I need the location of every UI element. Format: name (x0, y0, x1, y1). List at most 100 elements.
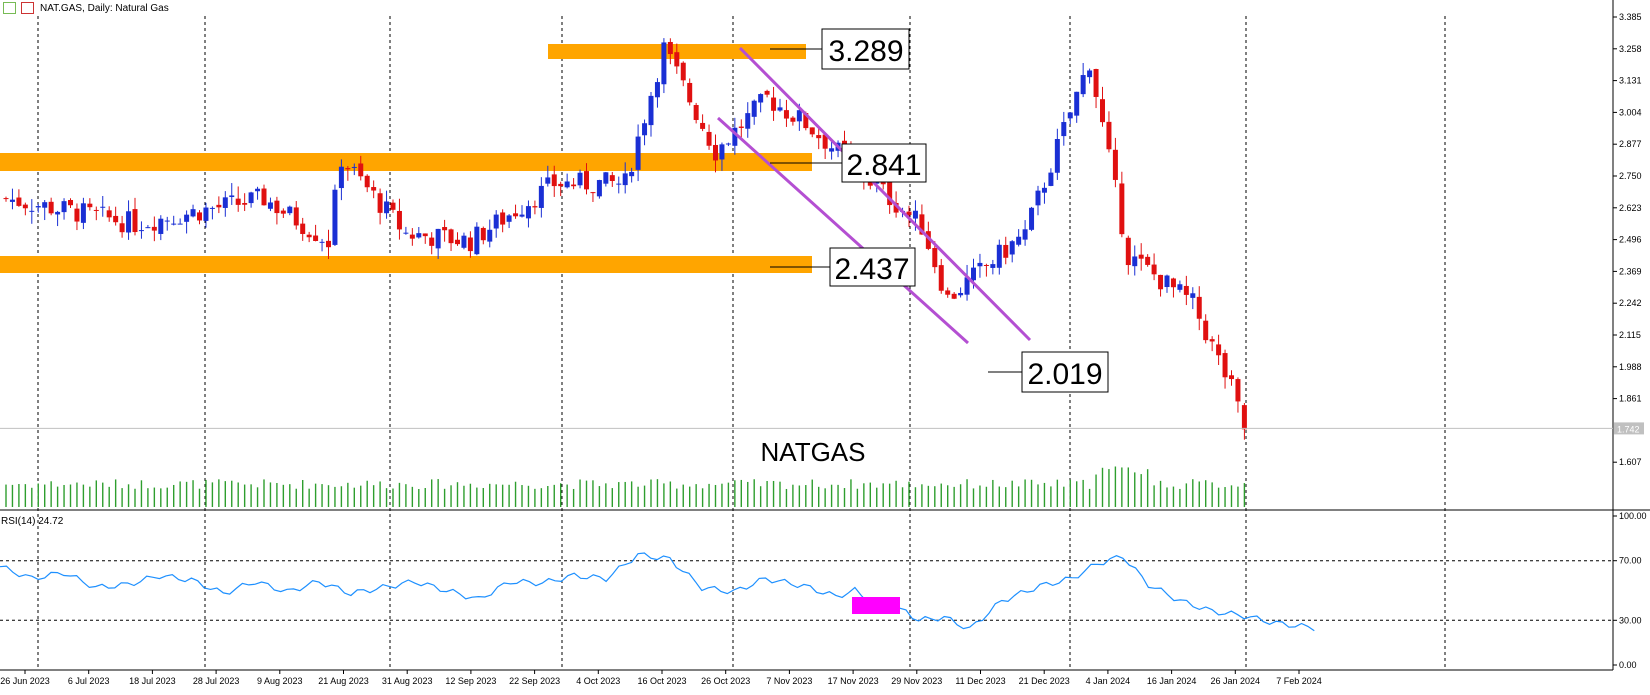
volume-bars (5, 466, 1246, 507)
candle-body (564, 181, 570, 188)
level-labels: 3.289 2.841 2.437 2.019 (770, 28, 1109, 393)
candle-body (345, 168, 351, 170)
candle-body (1048, 172, 1054, 186)
time-tick-label: 28 Jul 2023 (193, 676, 240, 686)
candle-body (435, 228, 441, 249)
level-label-2841: 2.841 (846, 149, 921, 182)
candle-body (422, 233, 428, 237)
candle-body (1145, 256, 1151, 265)
channel-upper-line (738, 46, 1032, 342)
candle-body (416, 233, 422, 238)
time-tick-label: 7 Nov 2023 (766, 676, 812, 686)
time-tick-label: 7 Feb 2024 (1276, 676, 1322, 686)
rsi-highlight-box (852, 597, 900, 614)
candle-body (764, 90, 770, 95)
time-tick-label: 21 Aug 2023 (318, 676, 369, 686)
candles (3, 38, 1247, 440)
candle-body (87, 203, 93, 208)
candle-body (197, 212, 202, 221)
candle-body (390, 202, 396, 210)
candle-body (35, 206, 41, 208)
candle-body (9, 199, 15, 202)
time-tick-label: 9 Aug 2023 (257, 676, 303, 686)
candle-body (358, 163, 364, 177)
chart-window-icon (3, 2, 16, 14)
rsi-tick-label: 0.00 (1619, 660, 1637, 670)
price-tick-label: 1.607 (1619, 457, 1642, 467)
price-tick-label: 1.988 (1619, 362, 1642, 372)
candle-body (616, 183, 622, 185)
candle-body (151, 226, 157, 231)
candle-body (267, 202, 273, 209)
candle-body (300, 223, 306, 234)
candle-body (384, 201, 390, 214)
candle-body (919, 214, 925, 235)
candle-body (132, 209, 138, 233)
candle-body (1229, 375, 1234, 380)
time-tick-label: 4 Jan 2024 (1086, 676, 1131, 686)
rsi-tick-label: 70.00 (1619, 556, 1642, 566)
candle-body (3, 198, 9, 200)
time-tick-label: 22 Sep 2023 (509, 676, 560, 686)
level-label-3289: 3.289 (828, 35, 903, 68)
candle-body (113, 215, 119, 223)
candle-body (661, 42, 667, 85)
time-tick-label: 16 Jan 2024 (1147, 676, 1197, 686)
candle-body (1112, 149, 1118, 180)
candle-body (1170, 278, 1176, 288)
candle-body (822, 134, 828, 149)
candle-body (493, 214, 499, 229)
current-price-marker (1614, 422, 1644, 435)
candle-body (455, 239, 460, 245)
candle-body (61, 201, 67, 213)
time-tick-label: 6 Jul 2023 (68, 676, 110, 686)
price-tick-label: 3.004 (1619, 107, 1642, 117)
candle-body (1009, 241, 1015, 255)
candle-body (1087, 70, 1093, 78)
candle-body (713, 144, 718, 161)
candle-body (280, 210, 286, 214)
time-tick-label: 12 Sep 2023 (445, 676, 496, 686)
candle-body (364, 175, 370, 188)
level-bands (0, 44, 812, 273)
candle-body (538, 185, 544, 208)
time-tick-label: 4 Oct 2023 (576, 676, 620, 686)
candle-body (403, 232, 409, 234)
candle-body (1074, 91, 1080, 116)
candle-body (745, 113, 751, 129)
candle-body (474, 226, 480, 255)
candle-body (126, 211, 132, 233)
callout-box-2019 (1021, 351, 1109, 393)
callout-box-2437 (829, 247, 916, 287)
price-tick-label: 2.623 (1619, 203, 1642, 213)
candle-body (796, 110, 802, 122)
candle-body (758, 94, 764, 103)
candle-body (816, 135, 822, 139)
candle-body (964, 277, 970, 295)
candle-body (338, 166, 344, 189)
time-tick-label: 26 Jan 2024 (1211, 676, 1261, 686)
candle-body (629, 171, 635, 177)
candle-body (525, 206, 531, 219)
level-label-2437: 2.437 (834, 253, 909, 286)
candle-body (1029, 207, 1035, 230)
candle-body (1080, 75, 1086, 95)
candle-body (1183, 285, 1189, 295)
candle-body (596, 180, 602, 197)
candle-body (293, 207, 299, 226)
candle-body (1241, 405, 1247, 430)
candle-body (326, 240, 331, 248)
candle-body (558, 183, 564, 187)
candle-body (461, 235, 467, 248)
candle-body (351, 166, 357, 168)
candle-body (261, 188, 267, 206)
candle-body (519, 214, 525, 217)
price-tick-label: 2.496 (1619, 235, 1642, 245)
candle-body (1093, 69, 1099, 97)
candle-body (938, 265, 944, 291)
price-tick-label: 2.115 (1619, 330, 1641, 340)
channel-lines (716, 46, 1032, 345)
candle-body (829, 148, 835, 152)
candle-body (1203, 320, 1209, 341)
